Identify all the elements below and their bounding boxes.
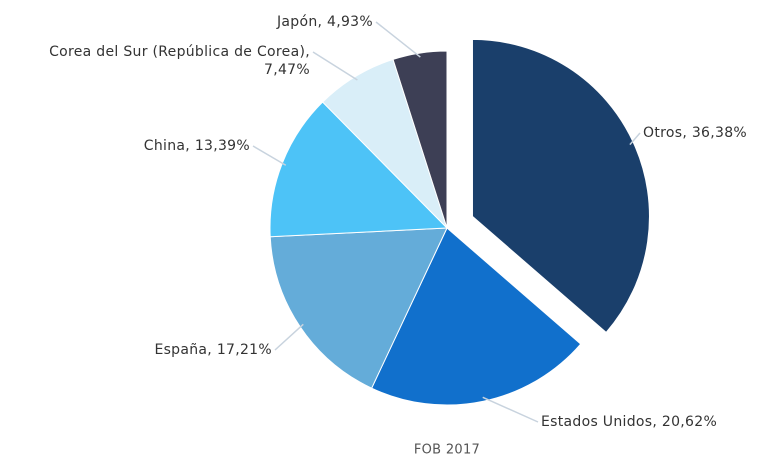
label-name: China xyxy=(144,138,186,154)
pie-slice xyxy=(370,227,582,406)
data-label: China, 13,39% xyxy=(144,138,250,154)
label-separator: , xyxy=(682,125,692,141)
leader-line xyxy=(274,323,304,351)
label-separator: , xyxy=(207,342,217,358)
label-separator: , xyxy=(318,14,328,30)
label-name: España xyxy=(154,342,207,358)
label-value: 36,38% xyxy=(692,125,747,141)
leader-line xyxy=(375,21,421,58)
data-label: Otros, 36,38% xyxy=(643,125,747,141)
leader-line xyxy=(252,145,287,166)
leader-line xyxy=(629,132,641,146)
leader-line xyxy=(312,51,358,81)
data-label: Estados Unidos, 20,62% xyxy=(541,414,717,430)
data-label: Japón, 4,93% xyxy=(276,14,373,30)
label-separator: , xyxy=(652,414,662,430)
data-label: 7,47% xyxy=(264,62,310,78)
label-name: Estados Unidos xyxy=(541,414,652,430)
label-name: Corea del Sur (República de Corea) xyxy=(49,44,305,60)
label-value: 7,47% xyxy=(264,62,310,78)
label-value: 13,39% xyxy=(195,138,250,154)
data-label: España, 17,21% xyxy=(154,342,272,358)
pie-slice xyxy=(392,50,448,229)
label-separator: , xyxy=(305,44,310,60)
label-value: 17,21% xyxy=(217,342,272,358)
label-value: 4,93% xyxy=(327,14,373,30)
data-label: Corea del Sur (República de Corea), xyxy=(49,44,310,60)
chart-subtitle: FOB 2017 xyxy=(414,443,480,458)
label-separator: , xyxy=(185,138,195,154)
pie-slice xyxy=(471,38,650,334)
leader-line xyxy=(482,396,539,423)
label-name: Otros xyxy=(643,125,682,141)
label-value: 20,62% xyxy=(662,414,717,430)
label-name: Japón xyxy=(276,14,318,30)
